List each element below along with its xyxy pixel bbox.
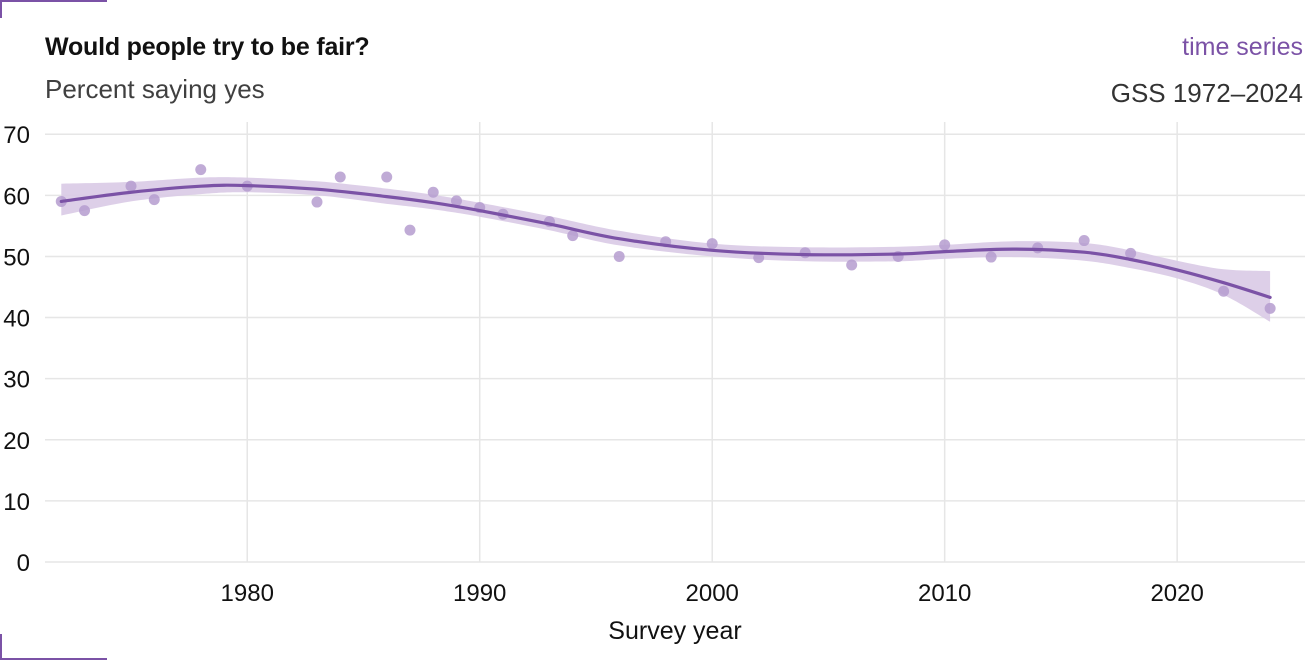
y-tick-label: 70 <box>3 122 30 149</box>
data-point <box>1264 302 1276 314</box>
x-tick-label: 2000 <box>686 580 739 607</box>
x-tick-label: 2020 <box>1150 580 1203 607</box>
corner-accent-bottom <box>0 634 107 660</box>
data-point <box>311 196 323 208</box>
y-tick-label: 20 <box>3 428 30 455</box>
y-tick-label: 10 <box>3 489 30 516</box>
data-point <box>706 238 718 250</box>
data-point <box>1218 285 1230 297</box>
chart-subtitle: Percent saying yes <box>45 74 265 104</box>
data-point <box>195 164 207 176</box>
x-tick-labels: 1980 1990 2000 2010 2020 <box>221 580 1204 607</box>
corner-accent-top <box>0 0 107 18</box>
data-point <box>148 194 160 206</box>
y-tick-label: 40 <box>3 306 30 333</box>
y-tick-label: 0 <box>17 550 30 577</box>
trend-layer <box>59 183 1272 299</box>
y-tick-labels: 0 10 20 30 40 50 60 70 <box>3 122 30 577</box>
x-tick-label: 1990 <box>453 580 506 607</box>
confidence-band <box>61 177 1271 322</box>
data-point <box>846 259 858 271</box>
data-point <box>427 186 439 198</box>
data-source: GSS 1972–2024 <box>1110 78 1303 108</box>
grid-layer <box>45 122 1305 563</box>
chart-title: Would people try to be fair? <box>45 33 370 61</box>
chart-type-tag: time series <box>1182 33 1303 61</box>
data-point <box>125 180 137 192</box>
data-point <box>79 205 91 217</box>
x-tick-label: 1980 <box>221 580 274 607</box>
x-axis-label: Survey year <box>608 617 741 645</box>
confidence-band-layer <box>61 177 1271 322</box>
data-point <box>381 171 393 183</box>
data-point <box>1078 235 1090 247</box>
data-point <box>567 230 579 242</box>
data-point <box>939 239 951 251</box>
y-tick-label: 30 <box>3 367 30 394</box>
data-point <box>799 247 811 259</box>
points-layer <box>55 164 1276 314</box>
data-point <box>1125 247 1137 259</box>
data-point <box>613 250 625 262</box>
x-tick-label: 2010 <box>918 580 971 607</box>
data-point <box>404 224 416 236</box>
y-tick-label: 50 <box>3 244 30 271</box>
trend-line <box>59 183 1272 299</box>
data-point <box>753 252 765 264</box>
data-point <box>334 171 346 183</box>
y-tick-label: 60 <box>3 183 30 210</box>
data-point <box>985 251 997 263</box>
data-point <box>450 195 462 207</box>
